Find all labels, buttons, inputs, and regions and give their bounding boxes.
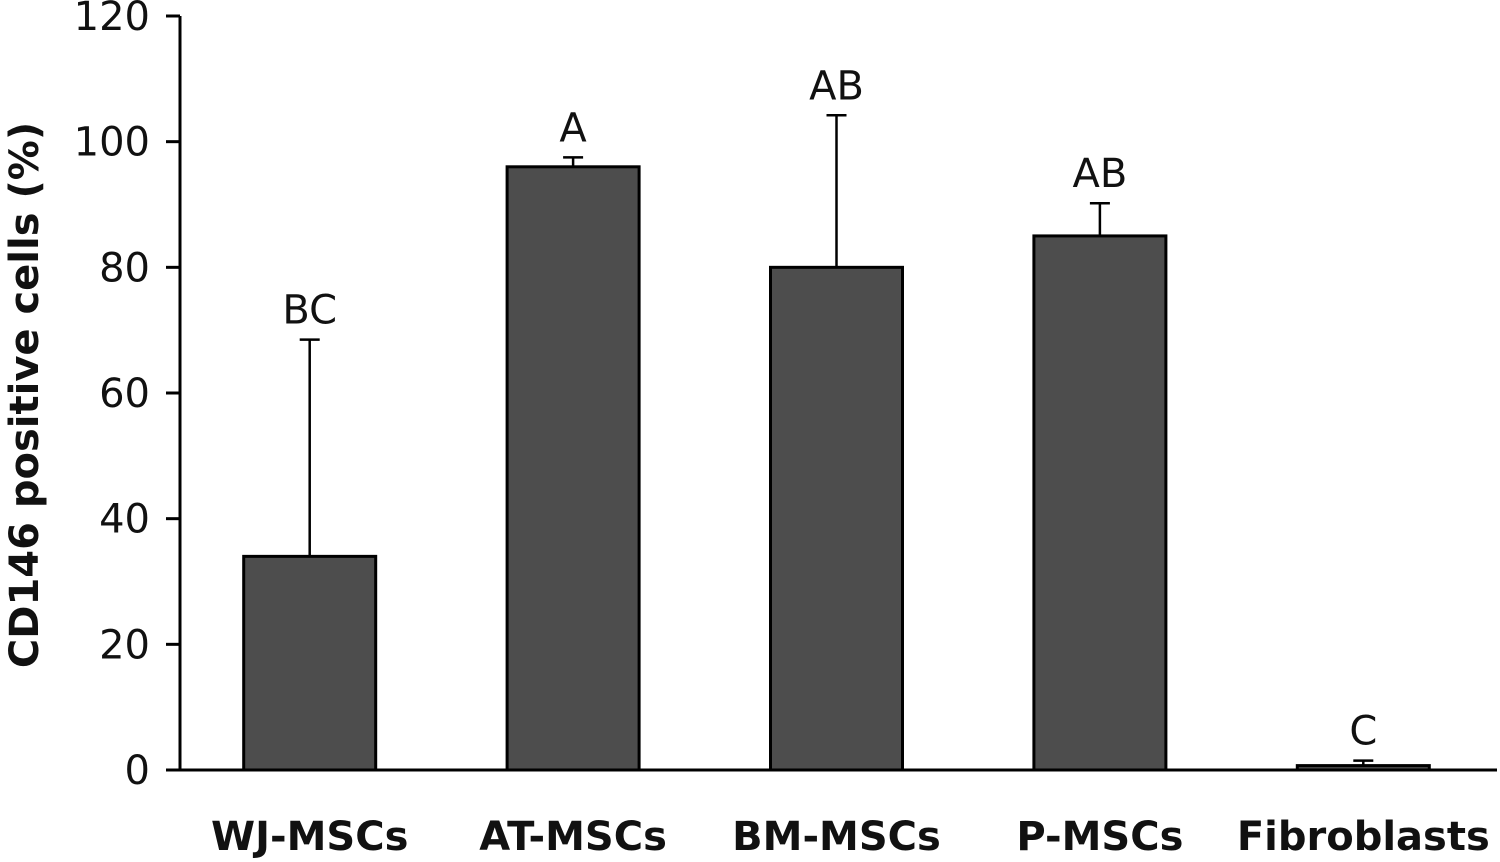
significance-label-at-mscs: A xyxy=(559,105,587,151)
x-tick-label-at-mscs: AT-MSCs xyxy=(479,814,667,860)
y-tick-label-20: 20 xyxy=(99,622,150,668)
bar-wj-mscs xyxy=(242,554,378,772)
bar-p-mscs xyxy=(1032,234,1168,772)
y-tick-label-60: 60 xyxy=(99,371,150,417)
significance-labels-layer: BC A AB AB C xyxy=(282,63,1377,754)
x-tick-label-wj-mscs: WJ-MSCs xyxy=(211,814,408,860)
bar-bm-mscs xyxy=(769,265,904,772)
significance-label-wj-mscs: BC xyxy=(282,288,337,334)
y-axis-title: CD146 positive cells (%) xyxy=(2,122,48,668)
x-tick-label-p-mscs: P-MSCs xyxy=(1016,814,1183,860)
x-tick-label-bm-mscs: BM-MSCs xyxy=(732,814,941,860)
y-ticks-layer: 0 20 40 60 80 100 120 xyxy=(74,0,180,794)
x-labels-layer: WJ-MSCs AT-MSCs BM-MSCs P-MSCs Fibroblasts xyxy=(211,814,1490,860)
y-tick-label-100: 100 xyxy=(74,120,150,166)
significance-label-fibroblasts: C xyxy=(1349,709,1377,755)
significance-label-bm-mscs: AB xyxy=(809,63,864,109)
bar-at-mscs xyxy=(505,165,641,772)
error-bars-layer xyxy=(299,114,1374,766)
x-tick-label-fibroblasts: Fibroblasts xyxy=(1237,814,1490,860)
significance-label-p-mscs: AB xyxy=(1072,151,1127,197)
y-tick-label-40: 40 xyxy=(99,497,150,543)
y-tick-label-80: 80 xyxy=(99,245,150,291)
y-tick-label-0: 0 xyxy=(125,748,150,794)
y-tick-label-120: 120 xyxy=(74,0,150,40)
